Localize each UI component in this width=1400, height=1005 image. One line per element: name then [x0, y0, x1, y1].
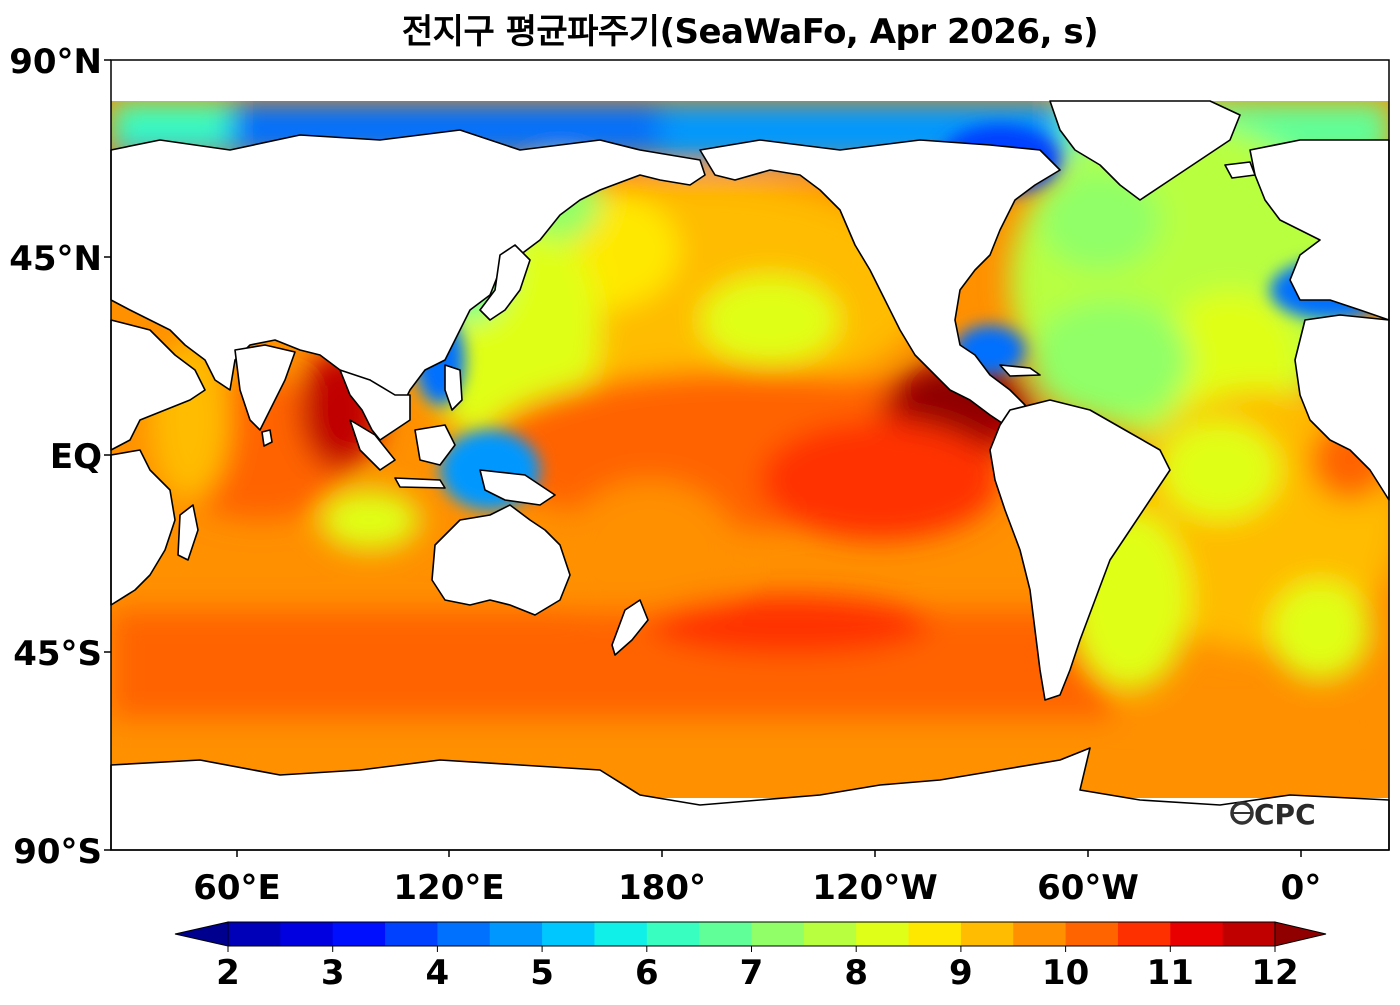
colorbar-segment	[332, 922, 386, 946]
colorbar-extend-high	[1274, 921, 1327, 947]
colorbar-segment	[594, 922, 648, 946]
colorbar-segment	[542, 922, 595, 946]
colorbar-label: 9	[949, 953, 973, 993]
colorbar	[174, 921, 1327, 952]
colorbar-segment	[228, 922, 281, 946]
land-greenland	[1049, 100, 1241, 201]
map-title: 전지구 평균파주기(SeaWaFo, Apr 2026, s)	[401, 12, 1099, 52]
lon-label-60w: 60°W	[1037, 868, 1139, 908]
colorbar-label: 7	[739, 953, 764, 993]
y-ticks	[104, 59, 111, 851]
colorbar-segment	[1222, 922, 1276, 946]
land-sumatra	[349, 419, 396, 471]
lon-label-120w: 120°W	[812, 868, 938, 908]
land-borneo	[414, 424, 456, 466]
land-arabia	[110, 319, 206, 451]
colorbar-segment	[385, 922, 438, 946]
land-indochina	[339, 369, 411, 441]
land-northamerica	[699, 139, 1061, 426]
colorbar-label: 5	[530, 953, 554, 993]
land-newguinea	[479, 469, 556, 506]
lat-label-eq: EQ	[49, 437, 102, 477]
colorbar-segment	[1065, 922, 1119, 946]
lat-label-90s: 90°S	[13, 832, 102, 872]
wave-period-field	[111, 101, 1389, 798]
colorbar-segment	[1117, 922, 1171, 946]
colorbar-segment	[699, 922, 752, 946]
land-india	[234, 344, 296, 431]
land-newzealand	[611, 599, 649, 656]
colorbar-label: 12	[1251, 953, 1299, 993]
land-cuba	[999, 364, 1041, 377]
colorbar-label: 4	[425, 953, 450, 993]
lat-label-90n: 90°N	[9, 42, 102, 82]
land-asia	[110, 129, 706, 411]
colorbar-segment	[751, 922, 805, 946]
land-japan	[479, 244, 531, 321]
land-antarctica	[110, 747, 1390, 851]
lat-label-45n: 45°N	[9, 239, 102, 279]
colorbar-label: 6	[634, 953, 659, 993]
land-africa-west	[1294, 314, 1390, 501]
colorbar-segment	[1013, 922, 1067, 946]
colorbar-label: 11	[1146, 953, 1194, 993]
lat-label-45s: 45°S	[13, 634, 102, 674]
lon-label-180: 180°	[618, 868, 706, 908]
land-iceland	[1224, 161, 1256, 179]
land-southamerica	[989, 399, 1171, 701]
colorbar-segment	[280, 922, 334, 946]
land-layer	[110, 100, 1390, 851]
colorbar-segment	[1170, 922, 1224, 946]
colorbar-segment	[856, 922, 910, 946]
colorbar-segment	[489, 922, 543, 946]
colorbar-label: 8	[844, 953, 869, 993]
colorbar-segment	[960, 922, 1014, 946]
colorbar-label: 2	[216, 953, 240, 993]
x-ticks	[236, 850, 1302, 857]
land-africa	[110, 449, 176, 606]
colorbar-segment	[908, 922, 962, 946]
lon-label-0: 0°	[1280, 868, 1322, 908]
ocpc-logo: CPC	[1230, 798, 1316, 831]
colorbar-segment	[437, 922, 491, 946]
land-australia	[431, 504, 571, 616]
lon-label-60e: 60°E	[193, 868, 281, 908]
colorbar-label: 10	[1041, 953, 1090, 993]
land-philippines	[444, 364, 463, 411]
land-srilanka	[261, 429, 273, 447]
land-madagascar	[177, 504, 199, 561]
land-java	[394, 477, 446, 489]
svg-text:CPC: CPC	[1254, 798, 1316, 831]
colorbar-segment	[803, 922, 857, 946]
colorbar-segment	[646, 922, 700, 946]
colorbar-extend-low	[174, 921, 229, 947]
colorbar-label: 3	[320, 953, 345, 993]
lon-label-120e: 120°E	[393, 868, 505, 908]
